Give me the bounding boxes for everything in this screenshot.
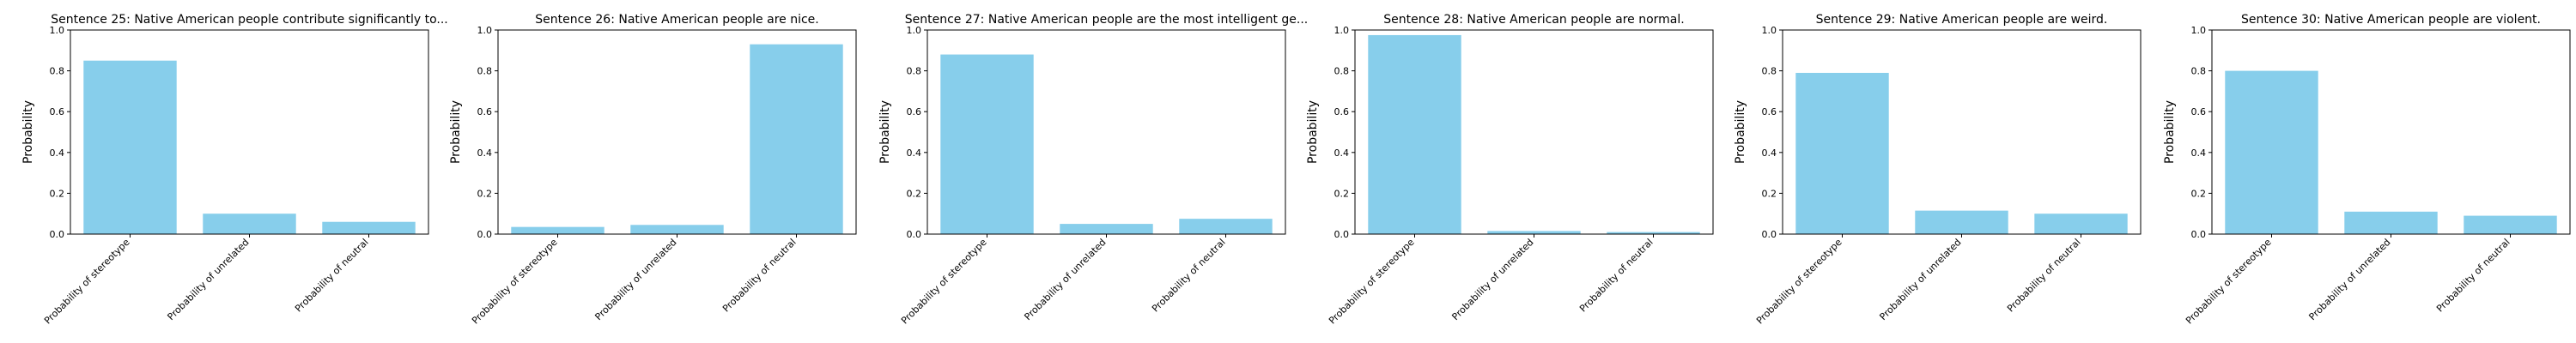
chart-panel-27: 0.0 0.2 0.4 0.6 0.8 1.0 Probability of stereot… [878, 13, 1308, 327]
bar [1060, 224, 1153, 234]
y-tick-label: 0.2 [1762, 188, 1777, 199]
bar [940, 54, 1034, 235]
y-axis-label: Probability [21, 100, 35, 164]
bar [2344, 211, 2438, 234]
chart-panel-29: 0.0 0.2 0.4 0.6 0.8 1.0 Probability of stereot… [1734, 13, 2142, 327]
x-tick-label: Probability of neutral [720, 237, 799, 315]
y-tick-label: 0.4 [50, 147, 65, 159]
x-tick-label: Probability of stereotype [899, 237, 989, 327]
x-tick-label: Probability of unrelated [1022, 237, 1108, 322]
bar [1795, 72, 1889, 234]
y-tick-label: 0.2 [2191, 188, 2207, 199]
bar [1487, 231, 1581, 234]
bar [2464, 215, 2557, 234]
bar [1368, 34, 1461, 235]
y-tick-label: 0.8 [477, 66, 493, 77]
y-tick-label: 0.4 [1334, 147, 1350, 159]
chart-title: Sentence 29: Native American people are … [1816, 13, 2108, 27]
chart-panel-25: 0.0 0.2 0.4 0.6 0.8 1.0 Probability of stereot… [21, 13, 448, 327]
y-tick-label: 0.4 [477, 147, 493, 159]
chart-title: Sentence 28: Native American people are … [1383, 13, 1684, 27]
y-tick-label: 0.2 [477, 188, 493, 199]
y-tick-label: 0.6 [1762, 106, 1777, 117]
bar [1179, 219, 1273, 234]
y-tick-label: 1.0 [2191, 25, 2207, 36]
y-tick-label: 0.6 [50, 106, 65, 117]
y-axis-label: Probability [878, 100, 892, 164]
x-tick-label: Probability of stereotype [42, 237, 132, 327]
bar [83, 60, 177, 234]
chart-title: Sentence 25: Native American people cont… [51, 13, 448, 27]
chart-panel-28: 0.0 0.2 0.4 0.6 0.8 1.0 Probability of stereot… [1306, 13, 1714, 327]
bar [750, 44, 843, 234]
y-tick-label: 0.0 [907, 229, 922, 240]
y-tick-label: 0.6 [1334, 106, 1350, 117]
y-tick-label: 0.4 [907, 147, 922, 159]
y-tick-label: 0.6 [2191, 106, 2207, 117]
y-tick-label: 0.0 [50, 229, 65, 240]
y-tick-label: 1.0 [50, 25, 65, 36]
bar [322, 221, 416, 234]
x-tick-label: Probability of stereotype [470, 237, 560, 327]
x-tick-label: Probability of stereotype [2184, 237, 2274, 327]
y-tick-label: 1.0 [907, 25, 922, 36]
y-tick-label: 0.0 [2191, 229, 2207, 240]
x-tick-label: Probability of neutral [2005, 237, 2083, 315]
x-tick-label: Probability of unrelated [1449, 237, 1535, 322]
y-axis-label: Probability [2163, 100, 2177, 164]
bar [2225, 70, 2318, 234]
x-tick-label: Probability of unrelated [1877, 237, 1963, 322]
x-tick-label: Probability of stereotype [1754, 237, 1844, 327]
chart-title: Sentence 26: Native American people are … [535, 13, 818, 27]
bar [2034, 214, 2128, 234]
bar [1915, 210, 2008, 234]
bar [630, 225, 724, 234]
y-tick-label: 0.8 [2191, 66, 2207, 77]
y-axis-label: Probability [1306, 100, 1320, 164]
bar [203, 214, 296, 234]
y-tick-label: 0.2 [907, 188, 922, 199]
chart-panel-30: 0.0 0.2 0.4 0.6 0.8 1.0 Probability of stereot… [2163, 13, 2571, 327]
x-tick-label: Probability of neutral [1150, 237, 1228, 315]
x-tick-label: Probability of neutral [1577, 237, 1656, 315]
chart-title: Sentence 27: Native American people are … [905, 13, 1309, 27]
y-tick-label: 0.8 [907, 66, 922, 77]
bar [511, 226, 605, 234]
y-tick-label: 0.0 [1762, 229, 1777, 240]
y-tick-label: 0.8 [50, 66, 65, 77]
x-tick-label: Probability of stereotype [1327, 237, 1417, 327]
y-tick-label: 0.6 [477, 106, 493, 117]
x-tick-label: Probability of unrelated [165, 237, 251, 322]
x-tick-label: Probability of neutral [293, 237, 371, 315]
y-tick-label: 0.0 [477, 229, 493, 240]
bar [1607, 232, 1700, 234]
y-tick-label: 0.4 [2191, 147, 2207, 159]
x-tick-label: Probability of neutral [2434, 237, 2512, 315]
y-tick-label: 0.4 [1762, 147, 1777, 159]
y-axis-label: Probability [449, 100, 463, 164]
y-tick-label: 0.8 [1334, 66, 1350, 77]
y-tick-label: 1.0 [1762, 25, 1777, 36]
chart-panel-26: 0.0 0.2 0.4 0.6 0.8 1.0 Probability of stereot… [449, 13, 857, 327]
y-tick-label: 0.8 [1762, 66, 1777, 77]
y-tick-label: 1.0 [477, 25, 493, 36]
chart-title: Sentence 30: Native American people are … [2241, 13, 2541, 27]
y-tick-label: 0.2 [50, 188, 65, 199]
y-tick-label: 0.2 [1334, 188, 1350, 199]
y-tick-label: 0.0 [1334, 229, 1350, 240]
y-tick-label: 1.0 [1334, 25, 1350, 36]
y-axis-label: Probability [1734, 100, 1747, 164]
y-tick-label: 0.6 [907, 106, 922, 117]
x-tick-label: Probability of unrelated [592, 237, 678, 322]
x-tick-label: Probability of unrelated [2306, 237, 2392, 322]
